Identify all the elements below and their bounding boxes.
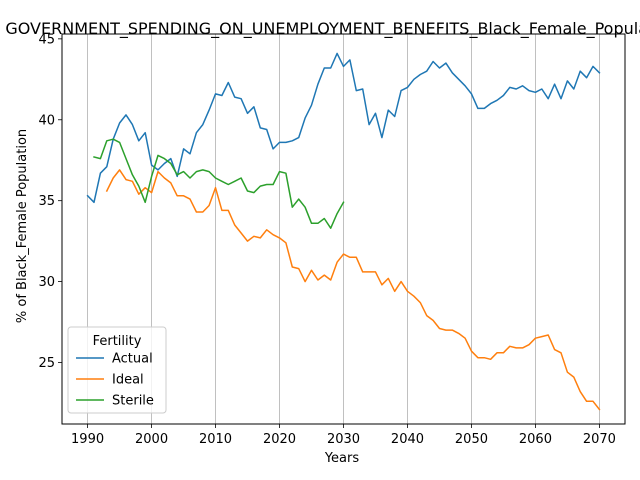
legend-box — [67, 326, 167, 414]
x-axis-title: Years — [324, 451, 360, 466]
legend-title: Fertility — [93, 334, 142, 349]
series-line-ideal — [105, 169, 601, 411]
series-line-sterile — [93, 138, 345, 229]
y-tick-label: 30 — [38, 275, 55, 290]
legend-label-actual: Actual — [112, 352, 153, 367]
y-tick-label: 35 — [38, 194, 55, 209]
series-line-actual — [86, 52, 601, 204]
y-axis-title: % of Black_Female Population — [15, 129, 30, 323]
x-tick-label: 2000 — [135, 432, 168, 447]
x-tick-label: 2040 — [391, 432, 424, 447]
legend-label-sterile: Sterile — [112, 394, 154, 409]
x-axis-ticks: 1990 2000 2010 2020 2030 2040 2050 2060 2070 — [71, 424, 616, 447]
x-tick-label: 2010 — [199, 432, 232, 447]
x-tick-label: 2020 — [263, 432, 296, 447]
x-tick-label: 2070 — [583, 432, 616, 447]
x-tick-label: 1990 — [71, 432, 104, 447]
x-tick-label: 2030 — [327, 432, 360, 447]
chart-title: GOVERNMENT_SPENDING_ON_UNEMPLOYMENT_BENE… — [5, 19, 640, 39]
legend-label-ideal: Ideal — [112, 373, 144, 388]
gridlines — [87, 34, 600, 424]
legend-entries: Actual Ideal Sterile — [76, 352, 154, 409]
plot-lines — [86, 52, 601, 411]
y-tick-label: 25 — [38, 356, 55, 371]
y-tick-label: 45 — [38, 32, 55, 47]
x-tick-label: 2060 — [519, 432, 552, 447]
legend: Fertility Actual Ideal Sterile — [67, 326, 167, 414]
y-axis-ticks: 25 30 35 40 45 — [38, 32, 62, 371]
x-tick-label: 2050 — [455, 432, 488, 447]
y-tick-label: 40 — [38, 113, 55, 128]
